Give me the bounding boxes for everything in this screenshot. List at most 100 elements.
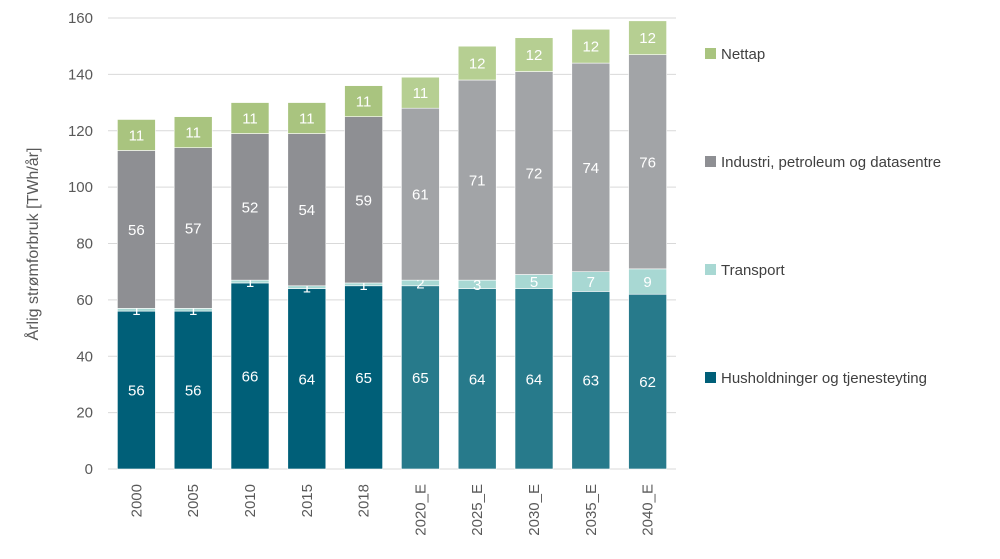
x-tick-label: 2020_E bbox=[412, 484, 429, 536]
data-label: 11 bbox=[413, 85, 429, 102]
data-label: 1 bbox=[359, 277, 367, 294]
bar-segment bbox=[230, 133, 270, 281]
data-label: 11 bbox=[356, 94, 372, 111]
y-tick-label: 20 bbox=[76, 405, 93, 422]
bar-segment bbox=[457, 79, 497, 281]
x-tick-label: 2015 bbox=[299, 484, 316, 517]
x-tick-label: 2000 bbox=[128, 484, 145, 517]
legend: Husholdninger og tjenesteyting Transport I… bbox=[705, 46, 941, 387]
legend-label: Nettap bbox=[721, 46, 765, 63]
bar-segment bbox=[344, 116, 383, 284]
x-tick-label: 2010 bbox=[242, 484, 259, 517]
bar-segment bbox=[117, 150, 156, 309]
data-label: 65 bbox=[412, 370, 429, 387]
data-label: 7 bbox=[587, 274, 595, 291]
bar-segment bbox=[514, 37, 554, 72]
bar-segment bbox=[287, 288, 327, 470]
data-label: 11 bbox=[129, 127, 145, 144]
bar-segment bbox=[173, 116, 213, 148]
data-label: 12 bbox=[469, 56, 486, 73]
data-label: 5 bbox=[530, 274, 538, 291]
data-label: 56 bbox=[128, 383, 145, 400]
bar-segment bbox=[230, 282, 270, 470]
bar-segment bbox=[401, 107, 440, 281]
data-label: 1 bbox=[132, 302, 140, 319]
bar-segment bbox=[628, 293, 667, 470]
legend-swatch bbox=[705, 48, 716, 59]
bar-segment bbox=[173, 147, 213, 309]
bar-segment bbox=[514, 288, 554, 470]
y-tick-label: 160 bbox=[68, 10, 93, 27]
legend-swatch bbox=[705, 156, 716, 167]
data-label: 56 bbox=[128, 222, 145, 239]
y-tick-label: 0 bbox=[85, 461, 93, 478]
bar-segment bbox=[514, 71, 554, 275]
data-label: 52 bbox=[242, 199, 259, 216]
y-tick-label: 120 bbox=[68, 123, 93, 140]
data-label: 64 bbox=[526, 371, 543, 388]
bar-segment bbox=[457, 45, 497, 81]
bar-segment bbox=[117, 119, 156, 151]
data-label: 1 bbox=[303, 280, 311, 297]
data-label: 71 bbox=[469, 173, 486, 190]
bar-segment bbox=[628, 268, 667, 295]
bar-segment bbox=[571, 62, 611, 272]
bar-segment bbox=[287, 102, 327, 134]
x-tick-label: 2035_E bbox=[583, 484, 600, 536]
bar-segment bbox=[457, 288, 497, 470]
y-axis-ticks: 0 20 40 60 80 100 120 140 160 bbox=[68, 10, 93, 478]
bar-segment bbox=[230, 102, 270, 134]
bar-segment bbox=[117, 310, 156, 470]
data-label: 12 bbox=[639, 30, 656, 47]
bar-segment bbox=[287, 133, 327, 287]
data-label: 12 bbox=[582, 39, 599, 56]
data-label: 62 bbox=[639, 374, 656, 391]
data-label: 9 bbox=[643, 274, 651, 291]
bar-segment bbox=[344, 285, 383, 470]
y-tick-label: 60 bbox=[76, 292, 93, 309]
legend-label: Husholdninger og tjenesteyting bbox=[721, 370, 927, 387]
bars: 5615611561571166152116415411651591165261… bbox=[117, 20, 667, 470]
data-label: 64 bbox=[469, 371, 486, 388]
y-tick-label: 40 bbox=[76, 348, 93, 365]
data-label: 56 bbox=[185, 383, 202, 400]
data-label: 64 bbox=[298, 371, 315, 388]
y-tick-label: 100 bbox=[68, 179, 93, 196]
data-label: 65 bbox=[355, 370, 372, 387]
bar-segment bbox=[571, 28, 611, 64]
data-label: 1 bbox=[246, 274, 254, 291]
bar-segment bbox=[173, 310, 213, 470]
x-tick-label: 2005 bbox=[185, 484, 202, 517]
y-tick-label: 80 bbox=[76, 236, 93, 253]
data-label: 54 bbox=[298, 202, 315, 219]
data-label: 57 bbox=[185, 220, 202, 237]
bar-segment bbox=[401, 76, 440, 109]
x-tick-label: 2040_E bbox=[640, 484, 657, 536]
data-label: 61 bbox=[412, 187, 429, 204]
legend-label: Transport bbox=[721, 262, 785, 279]
data-label: 11 bbox=[299, 111, 315, 128]
bar-segment bbox=[628, 20, 667, 55]
data-label: 72 bbox=[526, 166, 543, 183]
data-label: 2 bbox=[416, 275, 424, 292]
data-label: 3 bbox=[473, 277, 481, 294]
y-axis-label: Årlig strømforbruk [TWh/år] bbox=[23, 148, 42, 341]
data-label: 1 bbox=[189, 302, 197, 319]
data-label: 74 bbox=[582, 160, 599, 177]
legend-label: Industri, petroleum og datasentre bbox=[721, 154, 941, 171]
data-label: 59 bbox=[355, 192, 372, 209]
bar-segment bbox=[344, 85, 383, 117]
data-label: 12 bbox=[526, 47, 543, 64]
y-tick-label: 140 bbox=[68, 66, 93, 83]
data-label: 66 bbox=[242, 368, 259, 385]
x-tick-label: 2030_E bbox=[526, 484, 543, 536]
data-label: 63 bbox=[582, 373, 599, 390]
x-tick-label: 2018 bbox=[356, 484, 373, 517]
data-label: 11 bbox=[185, 125, 201, 142]
legend-swatch bbox=[705, 264, 716, 275]
bar-segment bbox=[401, 285, 440, 470]
legend-swatch bbox=[705, 372, 716, 383]
data-label: 11 bbox=[242, 111, 258, 128]
x-tick-label: 2025_E bbox=[469, 484, 486, 536]
